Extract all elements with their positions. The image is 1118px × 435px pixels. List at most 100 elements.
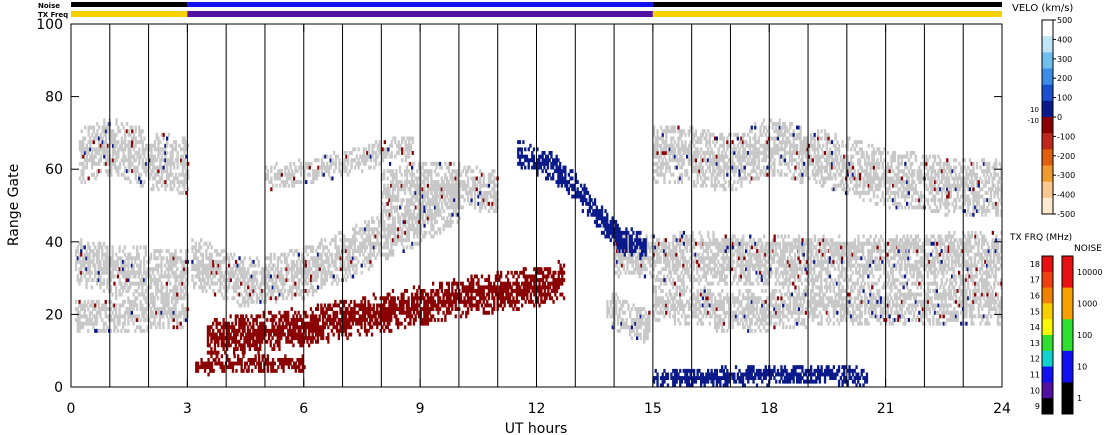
- scatter-cell: [347, 172, 350, 177]
- scatter-cell: [124, 136, 127, 141]
- scatter-cell: [312, 172, 315, 177]
- scatter-cell: [696, 147, 699, 152]
- scatter-cell: [400, 183, 403, 188]
- scatter-cell: [183, 318, 186, 322]
- scatter-cell: [181, 296, 184, 301]
- scatter-cell: [689, 151, 692, 155]
- scatter-cell: [817, 172, 820, 177]
- scatter-cell: [173, 165, 176, 170]
- scatter-cell: [158, 314, 161, 319]
- scatter-cell: [473, 180, 477, 184]
- scatter-cell: [734, 169, 738, 174]
- scatter-cell: [930, 172, 933, 177]
- scatter-cell: [156, 270, 160, 275]
- scatter-cell: [207, 263, 210, 268]
- scatter-cell: [173, 180, 176, 184]
- scatter-cell: [855, 151, 858, 155]
- scatter-cell: [397, 140, 400, 145]
- scatter-cell: [217, 252, 220, 257]
- scatter-cell: [796, 151, 799, 155]
- scatter-cell: [148, 270, 151, 275]
- scatter-cell: [850, 172, 853, 177]
- scatter-cell: [345, 158, 348, 163]
- scatter-cell: [106, 158, 109, 163]
- scatter-cell: [194, 267, 197, 272]
- scatter-cell: [827, 161, 830, 166]
- scatter-cell: [484, 191, 487, 195]
- scatter-cell: [899, 169, 902, 174]
- scatter-cell: [388, 154, 392, 159]
- scatter-cell: [378, 249, 381, 253]
- scatter-cell: [658, 136, 661, 141]
- scatter-cell: [130, 263, 133, 268]
- scatter-cell: [890, 165, 893, 170]
- scatter-cell: [442, 191, 445, 195]
- scatter-cell: [385, 245, 388, 250]
- scatter-cell: [294, 165, 297, 170]
- scatter-cell: [292, 274, 295, 279]
- scatter-cell: [143, 180, 146, 184]
- scatter-cell: [269, 252, 273, 257]
- scatter-cell: [139, 129, 143, 134]
- scatter-cell: [722, 147, 725, 152]
- scatter-cell: [920, 180, 923, 184]
- scatter-cell: [843, 161, 846, 166]
- scatter-cell: [139, 259, 142, 264]
- scatter-cell: [123, 299, 127, 304]
- scatter-cell: [156, 278, 160, 282]
- scatter-cell: [383, 220, 386, 224]
- scatter-cell: [766, 147, 769, 152]
- scatter-cell: [149, 281, 153, 286]
- scatter-cell: [797, 154, 801, 159]
- scatter-cell: [141, 314, 144, 319]
- scatter-cell: [661, 165, 664, 170]
- scatter-cell: [736, 180, 739, 184]
- scatter-cell: [857, 158, 860, 163]
- scatter-cell: [419, 183, 422, 188]
- scatter-cell: [110, 129, 113, 134]
- scatter-cell: [146, 161, 150, 166]
- scatter-cell: [174, 285, 177, 290]
- scatter-cell: [433, 230, 437, 235]
- scatter-cell: [298, 165, 301, 170]
- scatter-cell: [316, 263, 320, 268]
- scatter-cell: [696, 176, 699, 181]
- scatter-cell: [921, 176, 924, 181]
- scatter-cell: [733, 180, 736, 184]
- scatter-cell: [394, 154, 397, 159]
- scatter-cell: [904, 198, 907, 203]
- scatter-cell: [257, 296, 260, 301]
- scatter-cell: [275, 274, 278, 279]
- scatter-cell: [89, 147, 92, 152]
- scatter-cell: [740, 169, 743, 174]
- scatter-cell: [139, 278, 142, 282]
- scatter-cell: [416, 183, 419, 188]
- scatter-cell: [376, 147, 379, 152]
- scatter-cell: [92, 303, 95, 308]
- scatter-cell: [886, 161, 890, 166]
- scatter-cell: [381, 147, 385, 152]
- scatter-cell: [773, 151, 776, 155]
- scatter-cell: [693, 158, 696, 163]
- scatter-cell: [304, 267, 307, 272]
- scatter-cell: [164, 151, 167, 155]
- scatter-cell: [95, 314, 99, 319]
- scatter-cell: [127, 169, 130, 174]
- scatter-cell: [171, 172, 174, 177]
- scatter-cell: [388, 216, 391, 221]
- scatter-cell: [930, 169, 933, 174]
- scatter-cell: [714, 183, 717, 188]
- scatter-cell: [944, 183, 947, 188]
- scatter-cell: [183, 140, 186, 145]
- scatter-cell: [920, 161, 923, 166]
- scatter-cell: [942, 172, 945, 177]
- scatter-cell: [137, 263, 140, 268]
- scatter-cell: [85, 267, 88, 272]
- scatter-cell: [113, 140, 116, 145]
- scatter-cell: [91, 147, 94, 152]
- scatter-cell: [921, 194, 924, 199]
- scatter-cell: [153, 267, 156, 272]
- scatter-cell: [391, 183, 395, 188]
- scatter-cell: [160, 270, 163, 275]
- scatter-cell: [395, 176, 398, 181]
